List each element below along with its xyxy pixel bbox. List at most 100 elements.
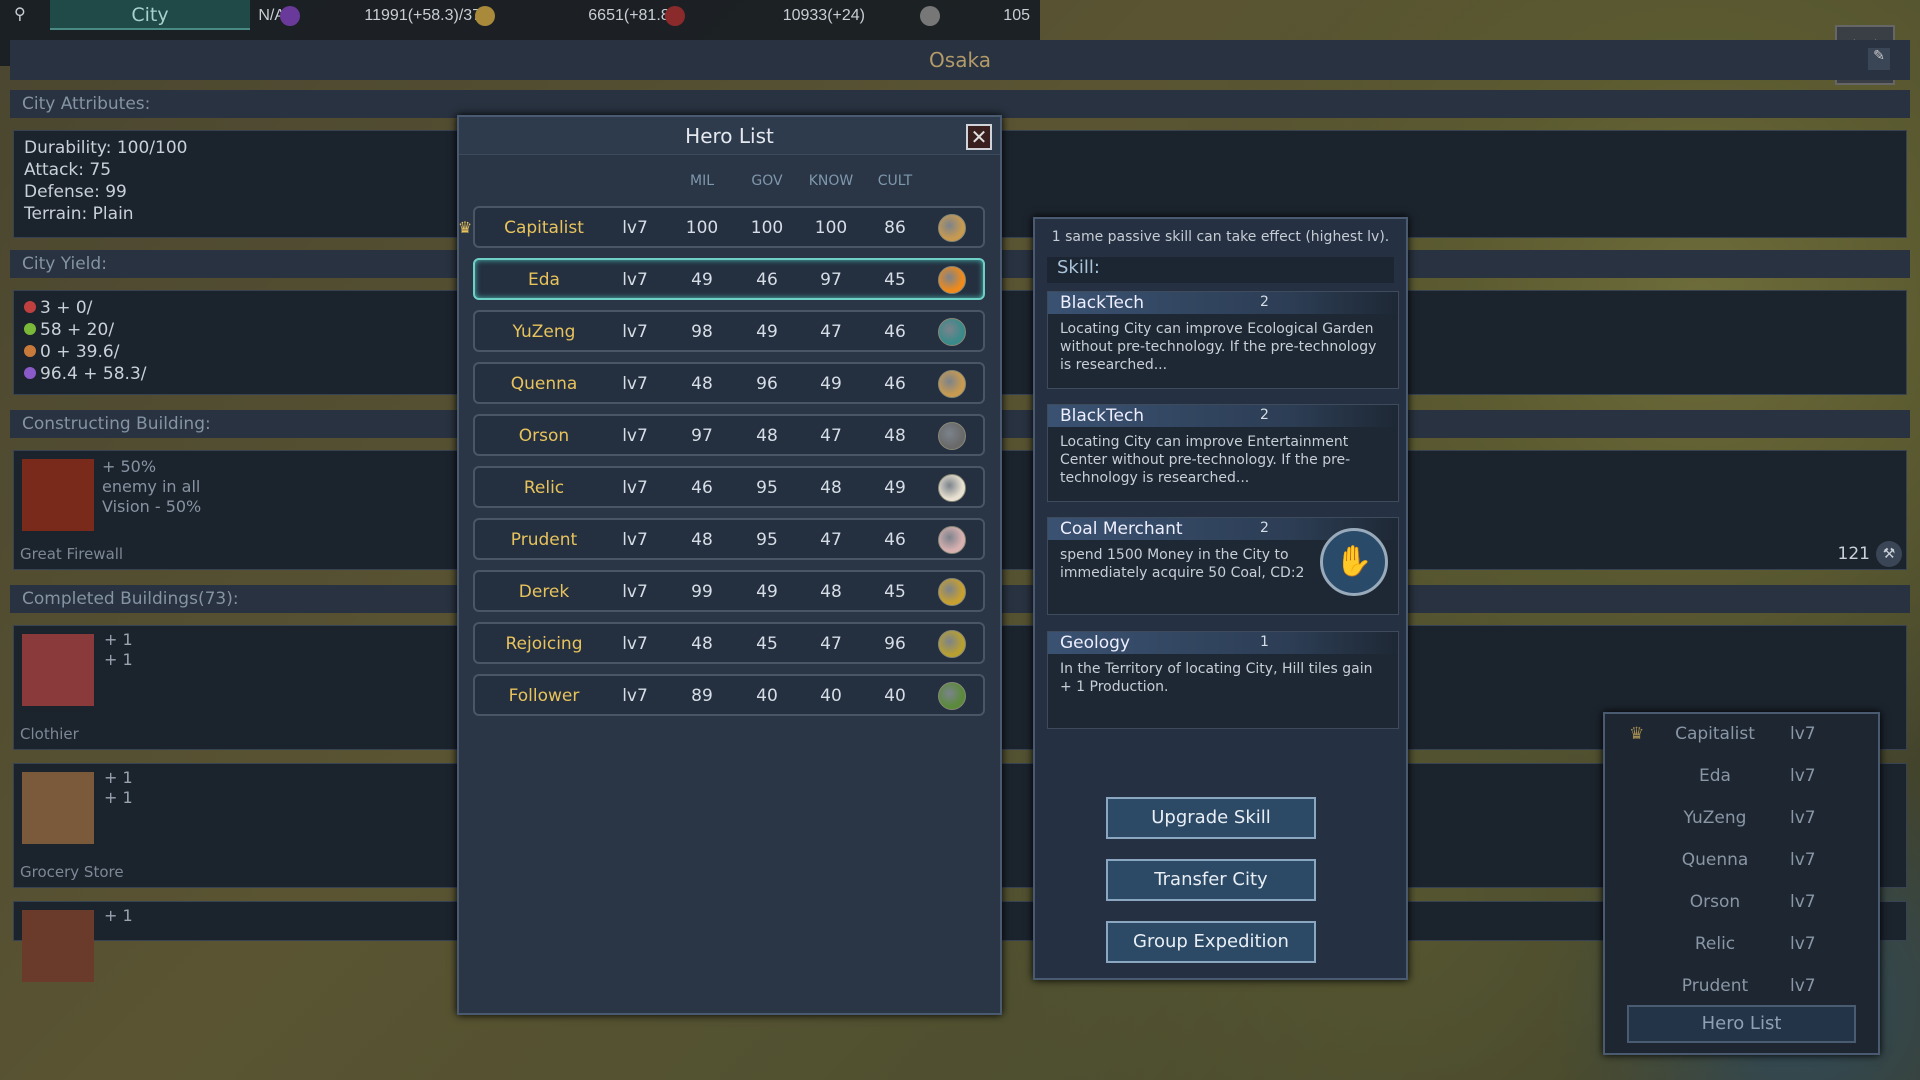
- yield-value: 3 + 0/: [40, 298, 93, 318]
- hero-name: Derek: [518, 582, 570, 602]
- skill-level: 2: [1260, 294, 1269, 310]
- hero-gov: 49: [756, 322, 778, 342]
- hero-lv: lv7: [622, 218, 648, 238]
- edit-name-icon[interactable]: ✎: [1868, 48, 1890, 70]
- hero-gov: 40: [756, 686, 778, 706]
- hero-row[interactable]: Orson lv7 97 48 47 48: [473, 414, 985, 456]
- mini-hero-name: Capitalist: [1675, 724, 1755, 744]
- hero-gov: 45: [756, 634, 778, 654]
- coal-merchant-icon[interactable]: ✋: [1320, 528, 1388, 596]
- hero-resource-icon: [938, 578, 966, 606]
- resource-value: 10933(+24): [782, 7, 865, 24]
- skill-panel: 1 same passive skill can take effect (hi…: [1033, 217, 1408, 980]
- mini-hero-name: Quenna: [1681, 850, 1749, 870]
- mini-hero-lv: lv7: [1790, 892, 1816, 912]
- mini-hero-list: ♛ Capitalist lv7 Eda lv7 YuZeng lv7 Quenna lv7 Or…: [1603, 712, 1880, 1055]
- building-effect: + 1: [104, 906, 133, 925]
- skill-name: Geology: [1048, 632, 1398, 654]
- skill-description: Locating City can improve Entertainment …: [1060, 434, 1351, 486]
- hero-resource-icon: [938, 370, 966, 398]
- attribute-line: Terrain: Plain: [24, 204, 134, 224]
- hero-row[interactable]: Follower lv7 89 40 40 40: [473, 674, 985, 716]
- hero-resource-icon: [938, 630, 966, 658]
- hero-cult: 46: [884, 322, 906, 342]
- hero-row[interactable]: ♛ Capitalist lv7 100 100 100 86: [458, 206, 985, 248]
- hammer-icon[interactable]: ⚒: [1876, 541, 1902, 567]
- hero-row[interactable]: Derek lv7 99 49 48 45: [473, 570, 985, 612]
- yield-value: 0 + 39.6/: [40, 342, 120, 362]
- hero-lv: lv7: [622, 270, 648, 290]
- hero-row[interactable]: Eda lv7 49 46 97 45: [473, 258, 985, 300]
- skill-description: spend 1500 Money in the City to immediat…: [1060, 547, 1305, 581]
- resource-diplomacy[interactable]: 105: [920, 6, 1030, 26]
- hero-lv: lv7: [622, 530, 648, 550]
- constructing-turns: 121: [1837, 544, 1870, 564]
- hero-gov: 95: [756, 478, 778, 498]
- column-header-mil[interactable]: MIL: [689, 173, 715, 189]
- hero-resource-icon: [938, 682, 966, 710]
- search-icon[interactable]: ⚲: [14, 6, 26, 23]
- hero-know: 97: [820, 270, 842, 290]
- building-effect: + 1: [104, 630, 133, 649]
- resource-value: 11991(+58.3)/376: [364, 7, 490, 24]
- attribute-line: Attack: 75: [24, 160, 112, 180]
- column-header-know[interactable]: KNOW: [808, 173, 854, 189]
- hero-resource-icon: [938, 266, 966, 294]
- group-expedition-button[interactable]: Group Expedition: [1106, 921, 1316, 963]
- hero-cult: 46: [884, 374, 906, 394]
- close-icon[interactable]: ✕: [966, 124, 992, 150]
- resource-value: 6651(+81.8): [588, 7, 675, 24]
- hero-row[interactable]: Rejoicing lv7 48 45 47 96: [473, 622, 985, 664]
- resource-military[interactable]: 10933(+24): [665, 6, 865, 26]
- hero-cult: 48: [884, 426, 906, 446]
- mini-hero-lv: lv7: [1790, 766, 1816, 786]
- hero-row[interactable]: Relic lv7 46 95 48 49: [473, 466, 985, 508]
- resource-value: N/A: [258, 7, 285, 24]
- skill-card[interactable]: BlackTech 2 Locating City can improve Ecol…: [1047, 291, 1399, 389]
- hero-list-button[interactable]: Hero List: [1627, 1005, 1856, 1043]
- hero-cult: 40: [884, 686, 906, 706]
- hero-resource-icon: [938, 318, 966, 346]
- skill-card[interactable]: Coal Merchant 2 spend 1500 Money in the Ci…: [1047, 517, 1399, 615]
- hero-gov: 49: [756, 582, 778, 602]
- skill-level: 2: [1260, 520, 1269, 536]
- hero-mil: 100: [685, 218, 719, 238]
- hero-gov: 46: [756, 270, 778, 290]
- resource-culture-star[interactable]: 11991(+58.3)/376: [280, 6, 490, 26]
- hero-gov: 96: [756, 374, 778, 394]
- skill-description: In the Territory of locating City, Hill …: [1060, 661, 1373, 695]
- hero-name: Orson: [518, 426, 570, 446]
- attribute-line: Durability: 100/100: [24, 138, 188, 158]
- hero-row[interactable]: YuZeng lv7 98 49 47 46: [473, 310, 985, 352]
- hero-row[interactable]: Prudent lv7 48 95 47 46: [473, 518, 985, 560]
- attributes-heading: City Attributes:: [10, 90, 1910, 118]
- building-image: [22, 910, 94, 982]
- hero-resource-icon: [938, 214, 966, 242]
- skill-card[interactable]: BlackTech 2 Locating City can improve Ente…: [1047, 404, 1399, 502]
- mini-hero-name: Eda: [1699, 766, 1731, 786]
- hero-gov: 95: [756, 530, 778, 550]
- hero-lv: lv7: [622, 322, 648, 342]
- building-effect: + 1: [104, 650, 133, 669]
- skill-name: Coal Merchant: [1048, 518, 1398, 540]
- column-header-cult[interactable]: CULT: [877, 173, 913, 189]
- city-tab[interactable]: City: [50, 0, 250, 30]
- upgrade-skill-button[interactable]: Upgrade Skill: [1106, 797, 1316, 839]
- hero-mil: 48: [691, 634, 713, 654]
- hero-name: Quenna: [510, 374, 578, 394]
- resource-gold-coin[interactable]: 6651(+81.8): [475, 6, 675, 26]
- hero-row[interactable]: Quenna lv7 48 96 49 46: [473, 362, 985, 404]
- hero-resource-icon: [938, 474, 966, 502]
- yield-line: 3 + 0/: [24, 297, 1896, 319]
- hero-lv: lv7: [622, 634, 648, 654]
- hero-mil: 98: [691, 322, 713, 342]
- skill-card[interactable]: Geology 1 In the Territory of locating Cit…: [1047, 631, 1399, 729]
- skill-name: BlackTech: [1048, 405, 1398, 427]
- yield-icon: [24, 301, 36, 313]
- hero-lv: lv7: [622, 582, 648, 602]
- transfer-city-button[interactable]: Transfer City: [1106, 859, 1316, 901]
- hero-know: 100: [814, 218, 848, 238]
- yield-value: 96.4 + 58.3/: [40, 364, 147, 384]
- column-header-gov[interactable]: GOV: [751, 173, 783, 189]
- yield-icon: [24, 345, 36, 357]
